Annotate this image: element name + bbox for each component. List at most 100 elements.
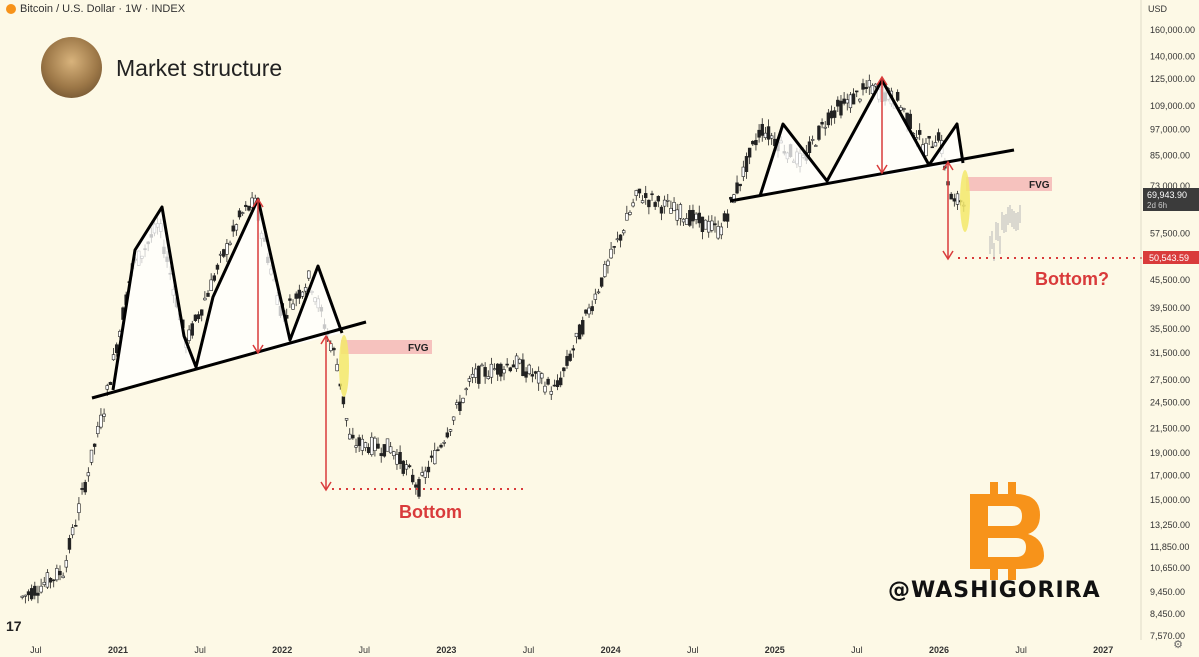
avatar	[41, 37, 102, 98]
candle-body	[829, 110, 834, 119]
candle-body	[703, 219, 708, 230]
candle-body	[448, 429, 453, 432]
candle-body	[842, 98, 846, 104]
candle-body	[240, 212, 245, 214]
arrowhead	[252, 197, 264, 208]
candle-body	[464, 388, 468, 391]
candle-body	[867, 80, 872, 88]
candle-body	[20, 595, 24, 598]
candle-body	[552, 384, 557, 387]
candle-body	[67, 537, 72, 550]
fvg-zone-2022	[341, 340, 432, 354]
candle-body	[234, 224, 239, 231]
candle-body	[603, 264, 607, 277]
author-handle: @WASHIGORIRA	[888, 578, 1101, 603]
candle-body	[439, 444, 443, 448]
currency-label[interactable]: USD	[1147, 4, 1167, 14]
candle-body	[527, 364, 531, 375]
candle-body	[584, 309, 588, 314]
candle-body	[451, 416, 456, 421]
candle-body	[225, 243, 229, 255]
candle-body	[414, 484, 418, 488]
highlight-2022	[339, 335, 349, 397]
structure-fill	[113, 199, 342, 390]
candle-body	[190, 323, 194, 336]
price-tick-label: 8,450.00	[1150, 609, 1185, 619]
price-tick-label: 17,000.00	[1150, 470, 1190, 480]
symbol-header[interactable]: Bitcoin / U.S. Dollar · 1W · INDEX	[6, 3, 185, 15]
candle-body	[105, 385, 109, 390]
candle-body	[571, 348, 575, 351]
candle-body	[473, 368, 478, 378]
candle-body	[562, 367, 566, 372]
candle-body	[621, 230, 626, 234]
candle-body	[524, 371, 528, 378]
candle-body	[52, 579, 56, 582]
current-price-tag: 69,943.90 2d 6h	[1143, 188, 1199, 211]
candle-body	[489, 363, 494, 378]
candle-body	[722, 213, 727, 222]
price-tick-label: 13,250.00	[1150, 520, 1190, 530]
candle-body	[294, 293, 298, 299]
target-arrows	[252, 75, 954, 492]
candle-body	[332, 348, 336, 351]
gear-icon[interactable]: ⚙	[1173, 639, 1183, 651]
candle-body	[555, 380, 560, 388]
candle-body	[470, 373, 475, 378]
candle-body	[218, 253, 223, 256]
candle-body	[458, 401, 462, 412]
candle-body	[373, 437, 377, 451]
candle-body	[760, 123, 764, 136]
time-tick-label: 2023	[436, 645, 456, 655]
price-axis[interactable]: 160,000.00 140,000.00 125,000.00 109,000.00…	[1150, 25, 1195, 641]
time-tick-label: 2027	[1093, 645, 1113, 655]
candle-body	[634, 190, 638, 196]
candle-body	[599, 277, 604, 287]
candle-body	[543, 385, 547, 393]
candle-body	[433, 450, 437, 465]
candle-body	[672, 202, 676, 211]
candle-body	[193, 314, 198, 321]
marked-level-text: 50,543.59	[1149, 253, 1189, 263]
candle-body	[618, 234, 623, 241]
candle-body	[609, 248, 613, 259]
price-tick-label: 31,500.00	[1150, 348, 1190, 358]
candle-body	[92, 443, 97, 447]
candle-body	[250, 197, 254, 208]
time-tick-label: Jul	[851, 645, 863, 655]
time-axis[interactable]: Jul 2021 Jul 2022 Jul 2023 Jul 2024 Jul 2025 Jul 20…	[30, 645, 1113, 655]
candle-body	[832, 110, 837, 118]
candle-body	[442, 442, 446, 444]
time-tick-label: Jul	[687, 645, 699, 655]
candle-body	[861, 83, 865, 90]
candle-body	[209, 279, 213, 291]
candle-body	[647, 199, 651, 208]
price-tick-label: 27,500.00	[1150, 375, 1190, 385]
tradingview-icon[interactable]: 17	[6, 618, 22, 634]
candle-body	[505, 363, 509, 366]
candle-body	[376, 443, 380, 449]
candle-body	[357, 437, 361, 446]
candle-body	[917, 130, 922, 135]
candle-body	[429, 455, 434, 458]
bottom-label-2026: Bottom?	[1035, 269, 1109, 289]
candle-body	[401, 460, 405, 474]
time-tick-label: 2022	[272, 645, 292, 655]
candle-body	[924, 142, 928, 157]
candle-body	[58, 570, 62, 576]
candle-body	[656, 196, 661, 202]
candle-body	[348, 433, 352, 440]
price-tick-label: 11,850.00	[1150, 542, 1189, 552]
price-tick-label: 160,000.00	[1150, 25, 1195, 35]
candle-body	[244, 204, 248, 207]
candle-body	[89, 449, 94, 463]
arrowhead	[876, 75, 888, 86]
candle-body	[426, 466, 431, 473]
candle-body	[36, 592, 40, 596]
countdown-text: 2d 6h	[1147, 201, 1167, 210]
candle-body	[694, 213, 698, 220]
candle-body	[511, 364, 516, 368]
time-tick-label: Jul	[1015, 645, 1027, 655]
candle-body	[536, 371, 541, 384]
